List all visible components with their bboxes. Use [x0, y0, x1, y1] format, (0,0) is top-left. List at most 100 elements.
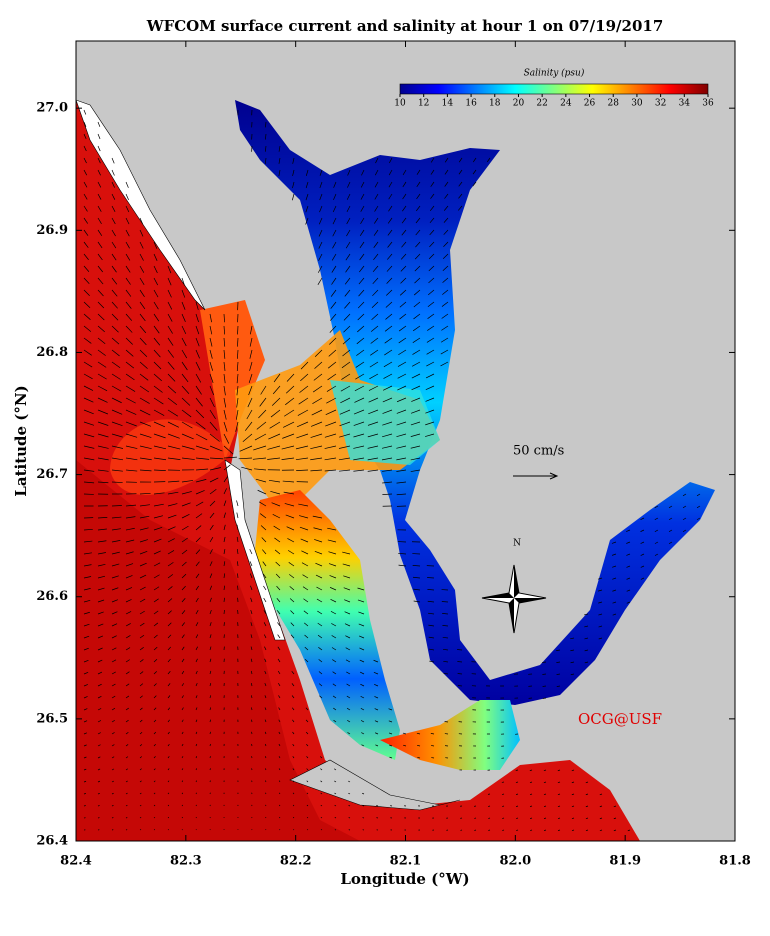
colorbar-scale	[399, 83, 709, 95]
current-vector	[167, 301, 173, 310]
current-vector	[340, 385, 351, 392]
current-vector	[83, 457, 95, 461]
current-vector	[153, 253, 158, 261]
current-vector	[396, 493, 407, 496]
current-vector	[153, 574, 160, 579]
current-vector	[542, 697, 547, 699]
current-vector	[261, 537, 267, 543]
current-vector	[256, 421, 267, 430]
current-vector	[399, 289, 407, 296]
current-vector	[571, 769, 575, 772]
current-vector	[571, 829, 575, 832]
current-vector	[324, 469, 337, 472]
current-vector	[529, 781, 533, 784]
current-vector	[429, 229, 435, 236]
current-vector	[585, 793, 589, 796]
current-vector	[167, 707, 171, 711]
current-vector	[139, 313, 146, 322]
current-vector	[181, 743, 184, 747]
current-vector	[153, 719, 157, 723]
current-vector	[584, 613, 589, 616]
current-vector	[287, 550, 295, 555]
current-vector	[97, 385, 108, 392]
current-vector	[125, 277, 131, 285]
current-vector	[529, 817, 533, 819]
current-vector	[328, 563, 337, 567]
current-vector	[167, 756, 170, 759]
current-vector	[398, 564, 407, 567]
current-vector	[320, 756, 323, 759]
current-vector	[153, 804, 156, 807]
current-vector	[111, 516, 122, 519]
current-vector	[153, 744, 156, 747]
current-vector	[696, 517, 701, 521]
current-vector	[367, 421, 379, 426]
current-vector	[410, 457, 421, 461]
current-vector	[83, 564, 92, 567]
current-vector	[153, 337, 161, 346]
current-vector	[209, 313, 212, 323]
current-vector	[139, 397, 150, 404]
current-vector	[83, 181, 88, 188]
current-vector	[97, 181, 102, 188]
current-vector	[292, 780, 295, 783]
current-vector	[276, 585, 281, 591]
current-vector	[375, 157, 379, 164]
current-vector	[97, 145, 101, 152]
current-vector	[258, 501, 267, 507]
current-vector	[83, 672, 89, 675]
current-vector	[209, 634, 212, 639]
current-vector	[236, 549, 239, 555]
current-vectors	[83, 109, 701, 832]
current-vector	[359, 241, 365, 249]
current-vector	[235, 409, 239, 420]
current-vector	[599, 805, 603, 808]
current-vector	[312, 397, 323, 404]
current-vector	[264, 683, 267, 687]
current-vector	[111, 756, 115, 759]
current-vector	[353, 445, 365, 449]
current-vector	[361, 744, 365, 747]
current-vector	[153, 409, 165, 416]
current-vector	[410, 433, 421, 437]
current-vector	[139, 756, 142, 759]
current-vector	[223, 361, 226, 372]
current-vector	[501, 793, 505, 795]
current-vector	[167, 373, 176, 382]
current-vector	[125, 313, 133, 321]
current-vector	[486, 157, 491, 163]
current-vector	[290, 634, 295, 639]
current-vector	[195, 683, 198, 687]
current-vector	[585, 817, 589, 820]
current-vector	[139, 683, 144, 687]
current-vector	[272, 385, 281, 395]
current-vector	[167, 562, 174, 567]
current-vector	[597, 577, 603, 580]
current-vector	[570, 661, 575, 664]
current-vector	[97, 744, 101, 747]
current-vector	[289, 598, 295, 603]
current-vector	[167, 683, 171, 687]
current-vector	[403, 744, 407, 747]
current-vector	[330, 599, 337, 603]
current-vector	[331, 647, 337, 651]
current-vector	[223, 373, 226, 384]
current-vector	[277, 646, 281, 651]
current-vector	[181, 361, 188, 371]
current-vector	[402, 732, 407, 735]
current-vector	[359, 265, 365, 273]
current-vector	[139, 804, 142, 807]
current-vector	[265, 121, 267, 128]
current-vector	[317, 277, 323, 286]
current-vector	[125, 551, 134, 555]
current-vector	[327, 527, 337, 531]
current-vector	[283, 491, 295, 495]
current-vector	[167, 731, 170, 735]
current-vector	[570, 637, 575, 640]
current-vector	[396, 409, 407, 414]
current-vector	[516, 829, 519, 831]
current-vector	[387, 217, 393, 224]
current-vector	[301, 562, 309, 567]
current-vector	[181, 397, 191, 406]
current-vector	[320, 829, 323, 831]
